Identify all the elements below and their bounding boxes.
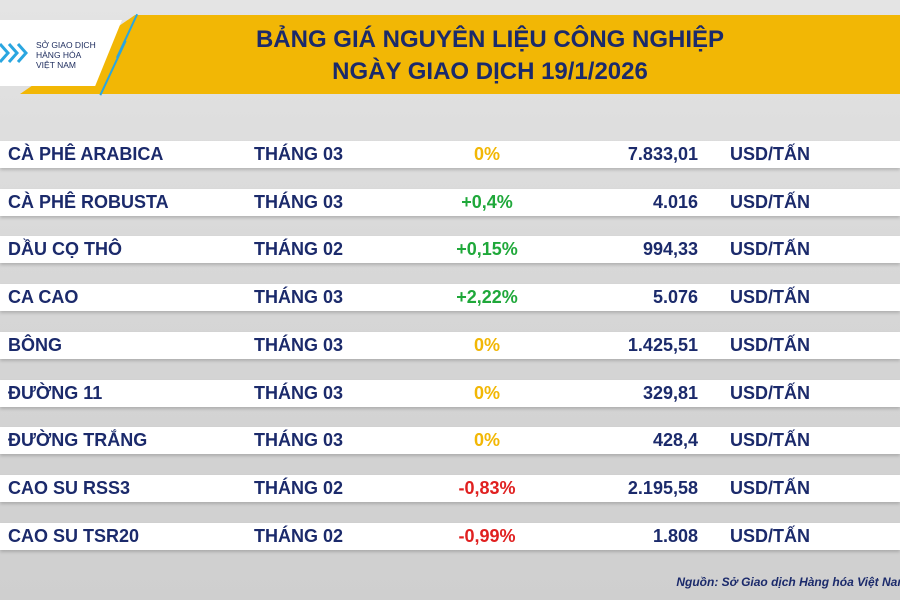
commodity-name: CA CAO (8, 287, 79, 308)
contract-month: THÁNG 03 (254, 334, 344, 355)
price-value: 5.076 (652, 287, 698, 308)
price-value: 2.195,58 (627, 477, 698, 498)
page-title: BẢNG GIÁ NGUYÊN LIỆU CÔNG NGHIỆP (255, 26, 725, 53)
table-row: BÔNG THÁNG 03 0% 1.425,51 USD/TẤN (0, 331, 900, 359)
price-change: +0,15% (456, 239, 518, 260)
price-change: -0,99% (458, 525, 516, 546)
contract-month: THÁNG 03 (254, 430, 344, 451)
price-value: 428,4 (652, 430, 698, 451)
contract-month: THÁNG 02 (254, 525, 344, 546)
logo-line: VIỆT NAM (36, 60, 76, 70)
price-value: 7.833,01 (627, 144, 698, 164)
price-change: -0,83% (458, 477, 516, 498)
table-row: ĐƯỜNG TRẮNG THÁNG 03 0% 428,4 USD/TẤN (0, 427, 900, 455)
price-unit: USD/TẤN (730, 525, 810, 546)
commodity-name: CAO SU TSR20 (8, 525, 140, 546)
commodity-name: ĐƯỜNG 11 (8, 382, 103, 403)
table-row: CÀ PHÊ ROBUSTA THÁNG 03 +0,4% 4.016 USD/TẤN (0, 188, 900, 216)
price-value: 1.808 (652, 525, 698, 546)
price-unit: USD/TẤN (730, 430, 810, 451)
price-unit: USD/TẤN (730, 477, 810, 498)
price-unit: USD/TẤN (730, 191, 810, 212)
page-subtitle: NGÀY GIAO DỊCH 19/1/2026 (332, 58, 648, 85)
commodity-name: CÀ PHÊ ARABICA (8, 144, 164, 164)
price-unit: USD/TẤN (730, 239, 810, 260)
price-change: 0% (473, 144, 500, 164)
price-unit: USD/TẤN (730, 382, 810, 403)
table-row: DẦU CỌ THÔ THÁNG 02 +0,15% 994,33 USD/TẤN (0, 236, 900, 264)
price-unit: USD/TẤN (730, 287, 810, 308)
price-change: 0% (473, 382, 500, 403)
commodity-name: CAO SU RSS3 (8, 477, 131, 498)
contract-month: THÁNG 03 (254, 382, 344, 403)
contract-month: THÁNG 02 (254, 239, 344, 260)
contract-month: THÁNG 03 (254, 287, 344, 308)
commodity-name: DẦU CỌ THÔ (8, 239, 122, 260)
contract-month: THÁNG 02 (254, 477, 344, 498)
table-row: CAO SU TSR20 THÁNG 02 -0,99% 1.808 USD/TẤN (0, 522, 900, 550)
price-change: +2,22% (456, 287, 518, 308)
logo-line: HÀNG HÓA (36, 50, 82, 60)
title-banner (20, 15, 900, 94)
logo-line: SỞ GIAO DỊCH (36, 40, 96, 50)
source-note: Nguồn: Sở Giao dịch Hàng hóa Việt Nam (676, 575, 900, 589)
contract-month: THÁNG 03 (254, 191, 344, 212)
logo-chevron-icon (0, 43, 29, 63)
price-unit: USD/TẤN (730, 144, 810, 164)
logo-text: SỞ GIAO DỊCH HÀNG HÓA VIỆT NAM (36, 40, 96, 70)
price-value: 994,33 (642, 239, 698, 260)
price-value: 1.425,51 (627, 334, 698, 355)
price-change: 0% (473, 430, 500, 451)
table-row: ĐƯỜNG 11 THÁNG 03 0% 329,81 USD/TẤN (0, 379, 900, 407)
commodity-name: CÀ PHÊ ROBUSTA (8, 191, 169, 212)
price-change: 0% (473, 334, 500, 355)
table-row: CA CAO THÁNG 03 +2,22% 5.076 USD/TẤN (0, 284, 900, 312)
commodity-name: ĐƯỜNG TRẮNG (8, 430, 148, 451)
table-row: CÀ PHÊ ARABICA THÁNG 03 0% 7.833,01 USD/TẤN (0, 141, 900, 168)
table-row: CAO SU RSS3 THÁNG 02 -0,83% 2.195,58 USD/TẤN (0, 474, 900, 502)
contract-month: THÁNG 03 (254, 144, 344, 164)
price-value: 329,81 (642, 382, 698, 403)
price-unit: USD/TẤN (730, 334, 810, 355)
commodity-name: BÔNG (8, 334, 62, 355)
price-value: 4.016 (652, 191, 698, 212)
price-change: +0,4% (461, 191, 513, 212)
